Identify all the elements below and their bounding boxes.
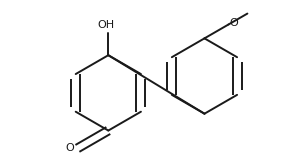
- Text: O: O: [229, 18, 238, 28]
- Text: OH: OH: [98, 20, 115, 30]
- Text: O: O: [66, 143, 75, 153]
